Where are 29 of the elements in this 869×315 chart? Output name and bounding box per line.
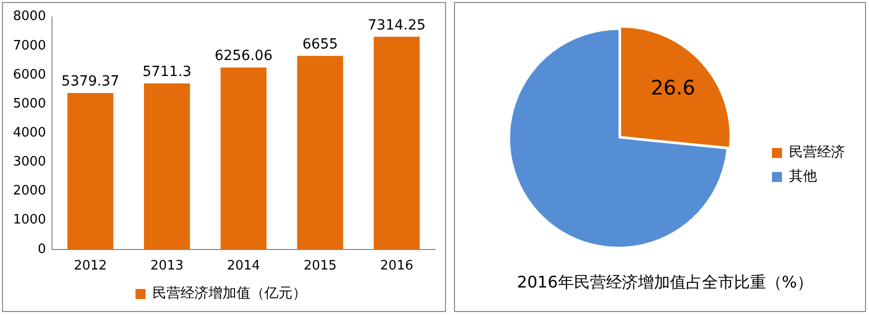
x-tick-label: 2012 <box>74 258 107 274</box>
data-label: 6655 <box>302 36 338 53</box>
text: 2016年民营经济增加值占全市比重（%） <box>517 272 813 292</box>
x-tick-label: 2014 <box>226 258 260 274</box>
y-tick-label: 5000 <box>12 96 46 112</box>
legend-label: 民营经济增加值（亿元） <box>152 286 306 302</box>
data-label: 5379.37 <box>61 74 120 90</box>
bar <box>297 56 344 250</box>
x-tick-label: 2016 <box>380 258 414 274</box>
legend-label: 其他 <box>789 168 817 185</box>
y-tick-label: 7000 <box>12 38 46 54</box>
y-tick-label: 1000 <box>12 212 46 228</box>
data-label: 6256.06 <box>214 48 273 64</box>
bar <box>374 36 420 250</box>
data-label: 26.6 <box>650 75 696 100</box>
bar <box>144 83 190 250</box>
y-tick-label: 4000 <box>12 125 46 140</box>
data-label: 5711.3 <box>142 64 192 80</box>
x-tick-label: 2015 <box>304 258 337 274</box>
y-tick-label: 6000 <box>12 67 46 82</box>
y-tick-label: 8000 <box>12 9 46 24</box>
data-label: 7314.25 <box>368 17 426 34</box>
y-tick-label: 0 <box>38 242 46 257</box>
legend-label: 民营经济 <box>789 144 845 161</box>
y-tick-label: 3000 <box>12 154 46 170</box>
y-tick-label: 2000 <box>12 184 46 199</box>
bar <box>220 68 267 250</box>
x-tick-label: 2013 <box>150 258 184 274</box>
bar <box>67 92 114 250</box>
